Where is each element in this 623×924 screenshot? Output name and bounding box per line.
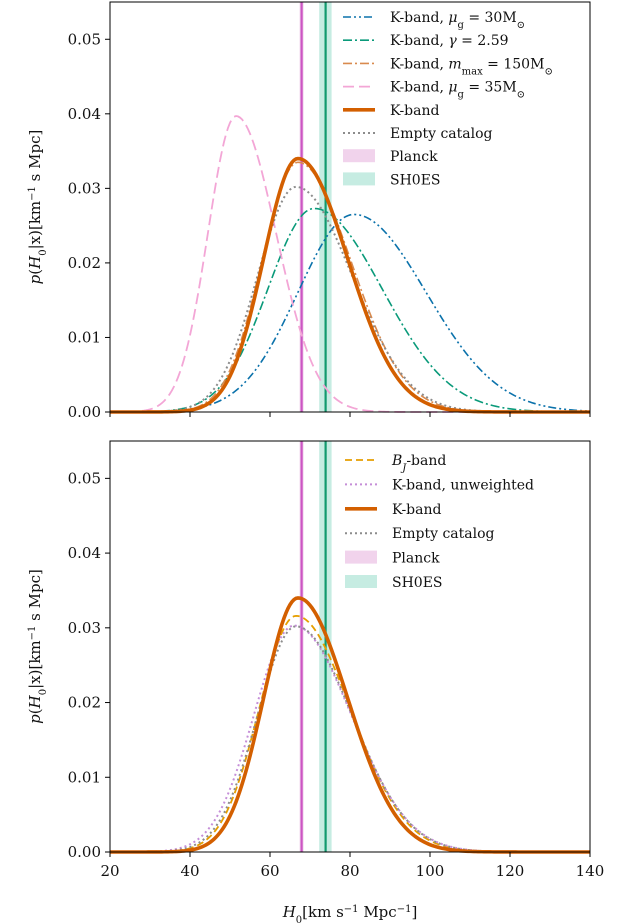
legend-swatch [345,550,377,564]
x-tick-label: 120 [496,862,525,880]
y-tick-label: 0.02 [68,254,101,272]
panel-top: 0.00 0.01 0.02 0.03 0.04 0.05 p(H0|x)[km−1 s M… [26,1,591,421]
axes-frame [109,440,591,853]
legend-label: K-band, μg = 35M⊙ [390,80,525,101]
y-tick-label: 0.00 [68,843,101,861]
legend-label: Empty catalog [392,526,495,542]
y-tick-label: 0.02 [68,694,101,712]
legend-label: K-band, μg = 30M⊙ [390,10,525,31]
legend-label: BJ-band [391,453,446,474]
series-line [110,614,590,853]
y-tick-label: 0.03 [68,619,101,637]
x-tick-label: 100 [416,862,445,880]
legend-label: Planck [392,551,440,567]
legend-label: SH0ES [392,575,443,591]
series-line [110,624,590,853]
y-tick-label: 0.05 [68,30,101,48]
series-line [110,156,590,414]
legend: K-band, μg = 30M⊙ K-band, γ = 2.59 K-band,… [343,10,553,188]
y-tick-label: 0.00 [68,403,101,421]
y-tick-label: 0.01 [68,768,101,786]
x-tick-label: 20 [100,862,119,880]
legend-label: K-band [390,103,439,119]
x-tick-label: 80 [340,862,359,880]
legend: BJ-band K-band, unweighted K-band Empty cat… [345,453,534,591]
legend-label: K-band, mmax = 150M⊙ [390,56,553,77]
y-tick-label: 0.03 [68,179,101,197]
x-tick-label: 140 [576,862,605,880]
series-line [110,185,590,413]
y-tick-label: 0.04 [68,544,101,562]
series-line [110,161,590,413]
legend-swatch [343,172,375,186]
x-tick-label: 60 [260,862,279,880]
y-tick-label: 0.01 [68,328,101,346]
y-tick-label: 0.05 [68,469,101,487]
legend-label: K-band, γ = 2.59 [390,33,509,49]
legend-swatch [345,575,377,588]
series-line [110,596,590,854]
series-line [109,213,591,413]
legend-label: Empty catalog [390,126,493,142]
x-tick-label: 40 [180,862,199,880]
legend-label: SH0ES [390,172,441,188]
series-line [110,207,591,413]
series-line [110,625,590,853]
legend-swatch [343,149,375,163]
x-axis-label: H0[km s−1 Mpc−1] [282,903,418,924]
panel-bottom: 20 40 60 80 100 120 140 0.00 0.01 0.02 0.03 0.04 0.0… [26,440,605,924]
legend-label: K-band [392,502,441,518]
y-axis-label: p(H0|x)[km−1 s Mpc] [26,130,49,285]
legend-label: K-band, unweighted [392,477,534,493]
y-axis-label: p(H0|x)[km−1 s Mpc] [26,569,49,724]
legend-label: Planck [390,149,438,165]
y-tick-label: 0.04 [68,105,101,123]
